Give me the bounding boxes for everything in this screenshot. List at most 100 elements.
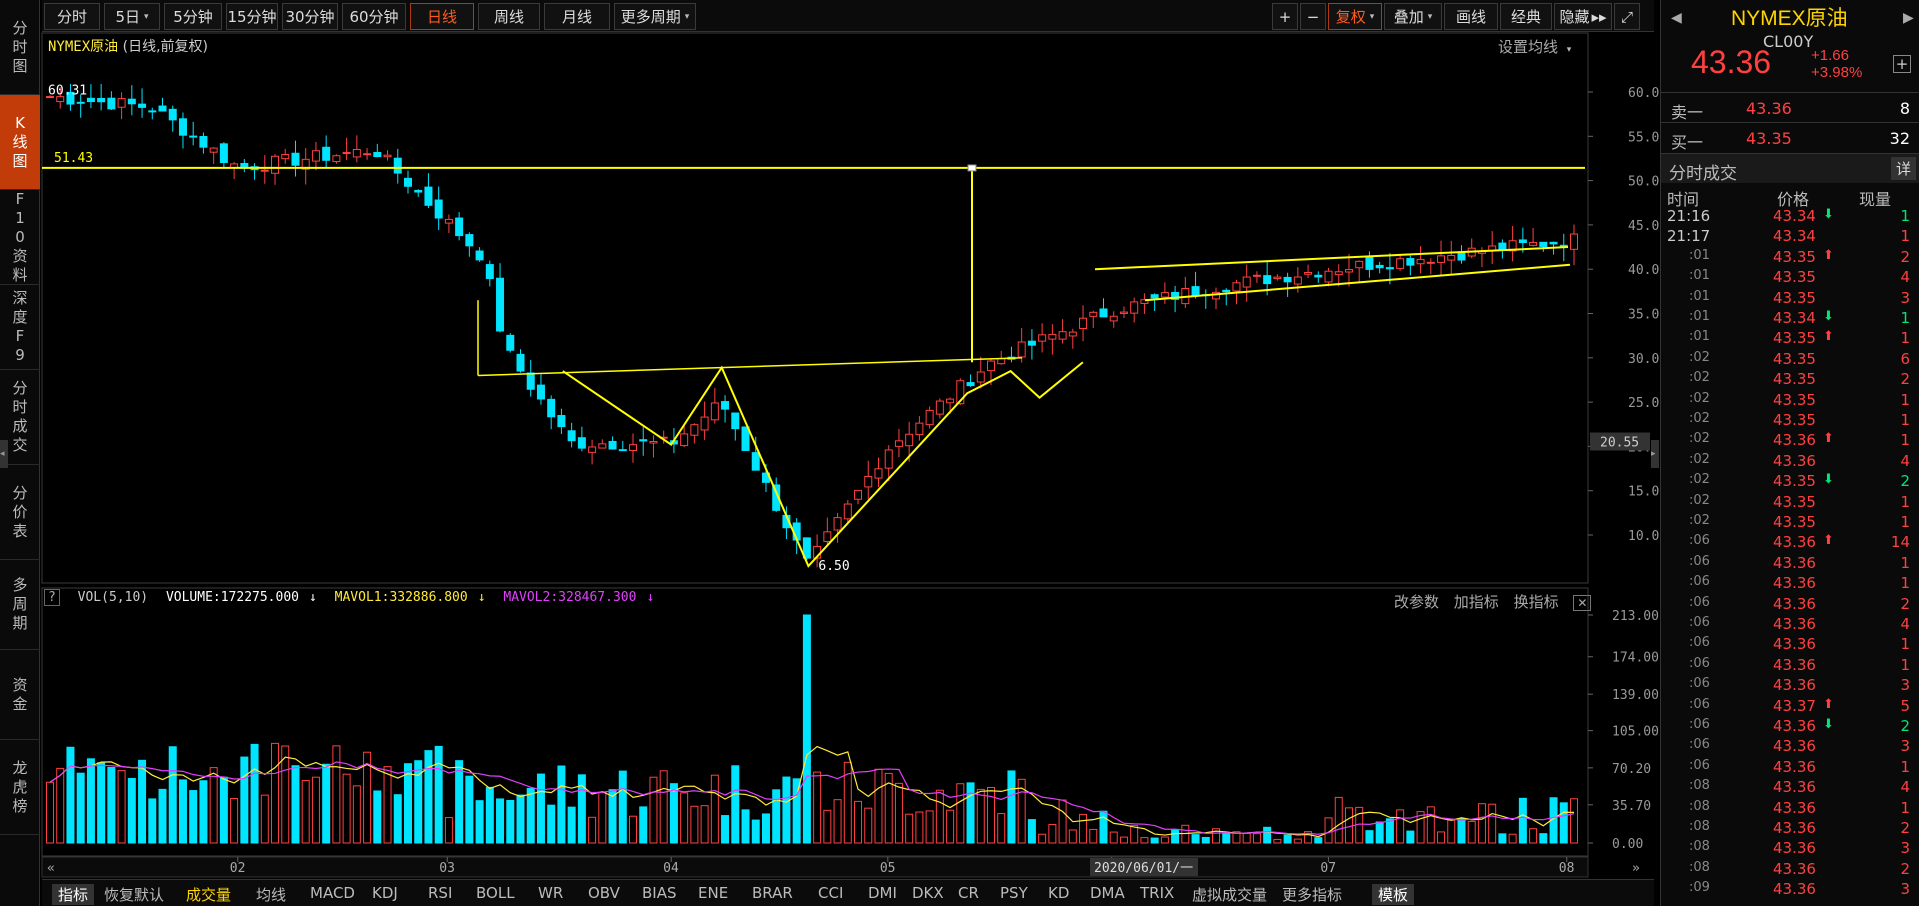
candle-body: [403, 177, 412, 187]
collapse-left-icon[interactable]: ◂: [0, 440, 8, 468]
volume-bar: [874, 768, 883, 844]
prev-symbol-icon[interactable]: ◀: [1671, 10, 1682, 26]
period-7-button[interactable]: 周线: [478, 3, 540, 30]
edit-params-button[interactable]: 改参数: [1394, 593, 1440, 611]
fullscreen-icon[interactable]: ⤢: [1614, 3, 1640, 30]
indicator-tab-6[interactable]: RSI: [428, 884, 453, 902]
nav-ticks[interactable]: 分时成交: [0, 370, 40, 465]
kline-chart[interactable]: 60.00 55.00 50.00 45.00 40.00 35.00 30.00 25.00…: [0, 0, 1660, 906]
volume-bar: [823, 809, 832, 844]
detail-button[interactable]: 详: [1890, 157, 1916, 180]
indicator-tab-9[interactable]: OBV: [588, 884, 620, 902]
indicator-tab-4[interactable]: MACD: [310, 884, 355, 902]
scroll-right-icon[interactable]: »: [1632, 861, 1640, 876]
indicator-tab-5[interactable]: KDJ: [372, 884, 398, 902]
draw-line-button[interactable]: 画线: [1444, 3, 1498, 30]
close-icon[interactable]: ✕: [1573, 595, 1592, 611]
add-watchlist-icon[interactable]: +: [1893, 55, 1911, 73]
candle-body: [1150, 294, 1159, 299]
volume-bar: [649, 776, 658, 844]
classic-button[interactable]: 经典: [1500, 3, 1552, 30]
volume-bar: [1242, 832, 1251, 844]
indicator-tab-17[interactable]: PSY: [1000, 884, 1028, 902]
volume-bar: [117, 770, 126, 844]
price-tick-label: 55.00: [1628, 130, 1660, 145]
trade-time: :06: [1689, 615, 1710, 630]
candle-body: [281, 154, 290, 160]
nav-f10[interactable]: F10资料: [0, 190, 40, 285]
indicator-tab-16[interactable]: CR: [958, 884, 979, 902]
indicator-tab-8[interactable]: WR: [538, 884, 564, 902]
indicator-tab-7[interactable]: BOLL: [476, 884, 515, 902]
candle-body: [1518, 239, 1527, 244]
volume-bar: [935, 789, 944, 844]
candle-body: [966, 382, 975, 387]
period-2-button[interactable]: 5分钟: [164, 3, 222, 30]
time-tick-label: 07: [1320, 861, 1336, 876]
candle-body: [1222, 289, 1231, 293]
zoom-out-button[interactable]: −: [1300, 3, 1326, 30]
indicator-tab-12[interactable]: BRAR: [752, 884, 793, 902]
volume-bar: [608, 789, 617, 844]
indicator-tab-14[interactable]: DMI: [868, 884, 897, 902]
set-ma-button[interactable]: 设置均线 ▾: [1498, 36, 1571, 57]
nav-timeshare[interactable]: 分时图: [0, 0, 40, 95]
volume-bar: [46, 781, 54, 844]
candle-body: [475, 250, 484, 261]
indicator-tab-2[interactable]: 成交量: [186, 886, 232, 904]
candle-body: [444, 218, 453, 224]
indicator-tab-3[interactable]: 均线: [256, 886, 287, 904]
nav-price-table[interactable]: 分价表: [0, 465, 40, 560]
volume-bar: [567, 806, 576, 844]
indicator-tab-10[interactable]: BIAS: [642, 884, 677, 902]
scroll-left-icon[interactable]: «: [47, 861, 55, 876]
indicator-tab-18[interactable]: KD: [1048, 884, 1070, 902]
volume-bar: [639, 806, 648, 844]
overlay-button[interactable]: 叠加 ▾: [1384, 3, 1442, 30]
candle-body: [802, 537, 811, 559]
volume-bar: [629, 815, 638, 844]
candle-body: [301, 158, 310, 170]
trade-volume: 2: [1900, 370, 1910, 389]
nav-kline[interactable]: K线图: [0, 95, 40, 190]
indicator-tab-1[interactable]: 恢复默认: [104, 886, 165, 904]
nav-dragon-tiger[interactable]: 龙虎榜: [0, 740, 40, 835]
period-1-button[interactable]: 5日 ▾: [104, 3, 160, 30]
collapse-right-icon[interactable]: ▸: [1651, 440, 1659, 468]
indicator-tab-15[interactable]: DKX: [912, 884, 944, 902]
period-9-button[interactable]: 更多周期 ▾: [614, 3, 696, 30]
indicator-tab-20[interactable]: TRIX: [1140, 884, 1175, 902]
indicator-tab-21[interactable]: 虚拟成交量: [1192, 886, 1268, 904]
nav-depth[interactable]: 深度F9: [0, 285, 40, 370]
period-5-button[interactable]: 60分钟: [342, 3, 406, 30]
indicator-tab-13[interactable]: CCI: [818, 884, 844, 902]
switch-indicator-button[interactable]: 换指标: [1513, 593, 1559, 611]
volume-bar: [659, 770, 668, 844]
nav-funds[interactable]: 资金: [0, 650, 40, 740]
period-6-button[interactable]: 日线: [410, 3, 474, 30]
next-symbol-icon[interactable]: ▶: [1903, 10, 1914, 26]
indicator-tab-22[interactable]: 更多指标: [1282, 886, 1343, 904]
bid-label: 买一: [1671, 133, 1704, 152]
volume-bar: [731, 765, 740, 844]
vol-settings-icon[interactable]: ?: [44, 589, 60, 606]
period-4-button[interactable]: 30分钟: [282, 3, 338, 30]
period-0-button[interactable]: 分时: [44, 3, 100, 30]
drag-handle[interactable]: [967, 164, 977, 172]
period-3-button[interactable]: 15分钟: [226, 3, 278, 30]
adjust-button[interactable]: 复权 ▾: [1328, 3, 1382, 30]
zoom-in-button[interactable]: +: [1272, 3, 1298, 30]
candle-body: [1293, 276, 1302, 285]
indicator-tab-11[interactable]: ENE: [698, 884, 729, 902]
volume-bar: [209, 767, 218, 844]
candle-body: [1027, 340, 1036, 346]
add-indicator-button[interactable]: 加指标: [1453, 593, 1499, 611]
up-arrow-icon: ⬆: [1823, 247, 1834, 263]
indicator-tab-23[interactable]: 模板: [1372, 884, 1415, 905]
indicator-tab-19[interactable]: DMA: [1090, 884, 1125, 902]
hide-button[interactable]: 隐藏 ▸▸: [1554, 3, 1612, 30]
period-8-button[interactable]: 月线: [544, 3, 610, 30]
indicator-tab-0[interactable]: 指标: [52, 884, 95, 905]
set-ma-label: 设置均线: [1498, 38, 1559, 56]
nav-multi-period[interactable]: 多周期: [0, 560, 40, 650]
